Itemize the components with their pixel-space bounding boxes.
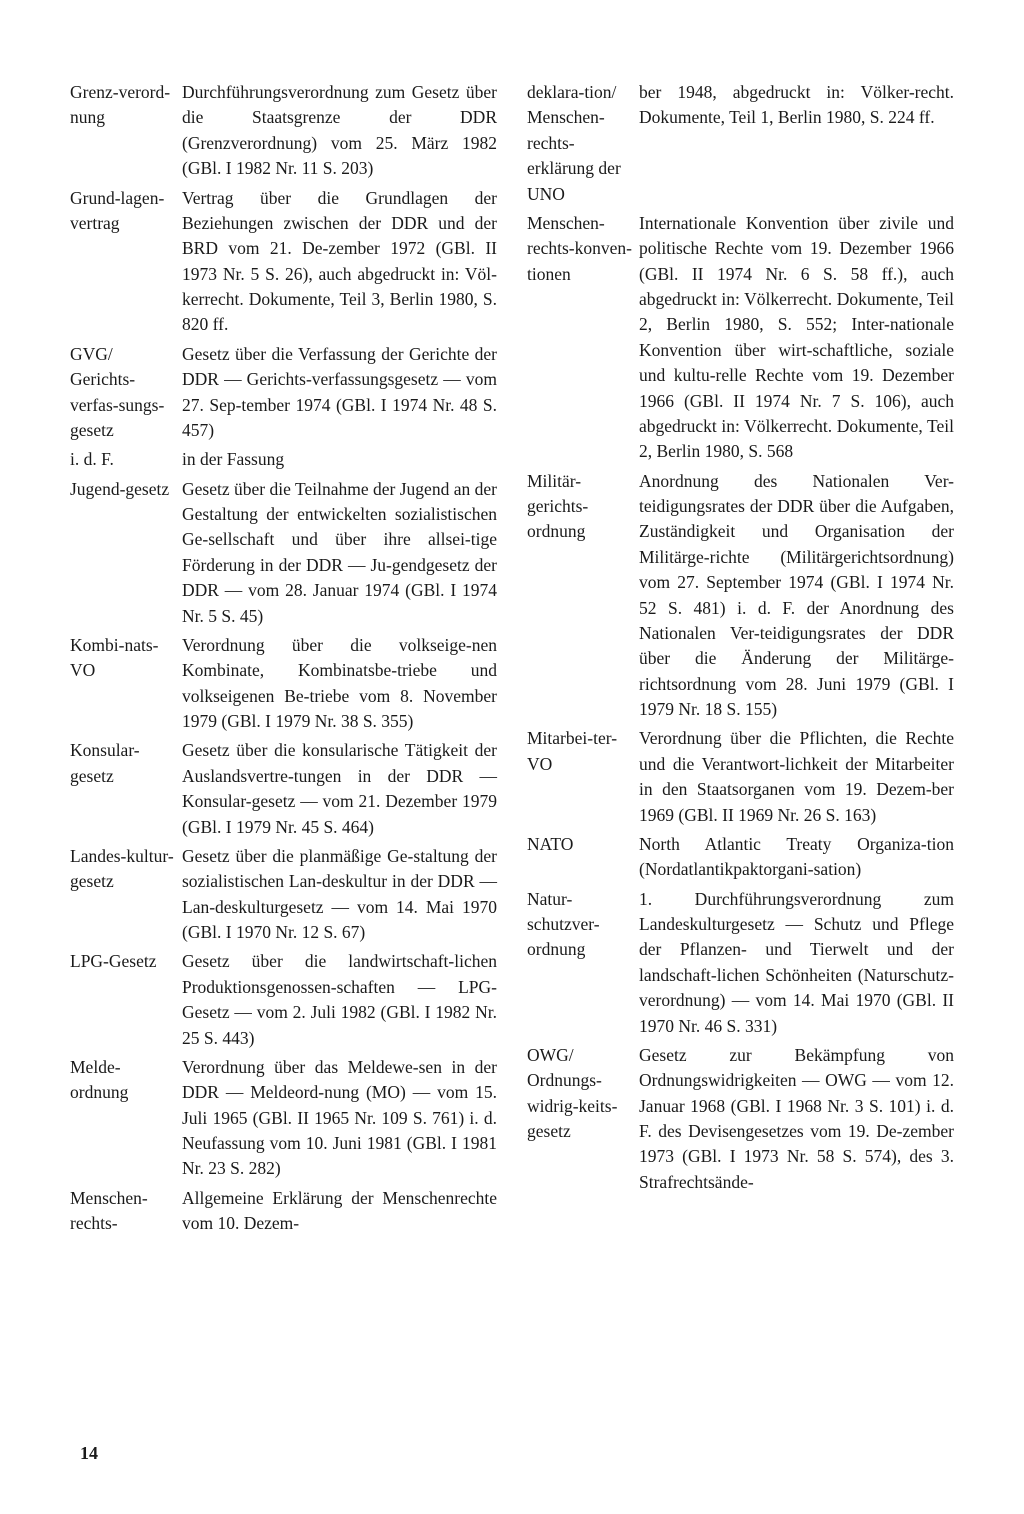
glossary-entry: Konsular-gesetzGesetz über die konsulari… — [70, 738, 497, 840]
term: Grund-lagen-vertrag — [70, 186, 182, 237]
glossary-entry: Melde-ordnungVerordnung über das Meldewe… — [70, 1055, 497, 1182]
glossary-entry: Jugend-gesetzGesetz über die Teilnahme d… — [70, 477, 497, 629]
glossary-entry: Landes-kultur-gesetzGesetz über die plan… — [70, 844, 497, 946]
term: Melde-ordnung — [70, 1055, 182, 1106]
term: Jugend-gesetz — [70, 477, 182, 502]
definition: Gesetz über die Teilnahme der Jugend an … — [182, 477, 497, 629]
definition: in der Fassung — [182, 447, 497, 472]
definition: Gesetz zur Bekämpfung von Ordnungswidrig… — [639, 1043, 954, 1195]
definition: Gesetz über die landwirtschaft-lichen Pr… — [182, 949, 497, 1051]
term: Menschen-rechts- — [70, 1186, 182, 1237]
glossary-entry: NATONorth Atlantic Treaty Organiza-tion … — [527, 832, 954, 883]
term: deklara-tion/ Menschen-rechts-erklärung … — [527, 80, 639, 207]
definition: Vertrag über die Grundlagen der Beziehun… — [182, 186, 497, 338]
page-number: 14 — [80, 1443, 98, 1464]
term: Menschen-rechts-konven-tionen — [527, 211, 639, 287]
term: Natur-schutzver-ordnung — [527, 887, 639, 963]
glossary-entry: OWG/ Ordnungs-widrig-keits-gesetzGesetz … — [527, 1043, 954, 1195]
definition: Verordnung über das Meldewe-sen in der D… — [182, 1055, 497, 1182]
definition: Durchführungsverordnung zum Gesetz über … — [182, 80, 497, 182]
definition: ber 1948, abgedruckt in: Völker-recht. D… — [639, 80, 954, 131]
glossary-entry: Mitarbei-ter-VOVerordnung über die Pflic… — [527, 726, 954, 828]
term: Landes-kultur-gesetz — [70, 844, 182, 895]
right-column: deklara-tion/ Menschen-rechts-erklärung … — [527, 80, 954, 1474]
glossary-entry: Grenz-verord-nungDurchführungsverordnung… — [70, 80, 497, 182]
left-column: Grenz-verord-nungDurchführungsverordnung… — [70, 80, 497, 1474]
definition: Gesetz über die konsularische Tätigkeit … — [182, 738, 497, 840]
glossary-entry: LPG-GesetzGesetz über die landwirtschaft… — [70, 949, 497, 1051]
glossary-entry: Kombi-nats-VOVerordnung über die volksei… — [70, 633, 497, 735]
term: LPG-Gesetz — [70, 949, 182, 974]
glossary-entry: i. d. F.in der Fassung — [70, 447, 497, 472]
glossary-entry: deklara-tion/ Menschen-rechts-erklärung … — [527, 80, 954, 207]
glossary-entry: GVG/ Gerichts-verfas-sungs-gesetzGesetz … — [70, 342, 497, 444]
definition: Internationale Konvention über zivile un… — [639, 211, 954, 465]
term: Kombi-nats-VO — [70, 633, 182, 684]
definition: North Atlantic Treaty Organiza-tion (Nor… — [639, 832, 954, 883]
definition: Verordnung über die Pflichten, die Recht… — [639, 726, 954, 828]
glossary-entry: Menschen-rechts-konven-tionenInternation… — [527, 211, 954, 465]
glossary-entry: Grund-lagen-vertragVertrag über die Grun… — [70, 186, 497, 338]
term: GVG/ Gerichts-verfas-sungs-gesetz — [70, 342, 182, 444]
page-content: Grenz-verord-nungDurchführungsverordnung… — [70, 80, 954, 1474]
definition: 1. Durchführungsverordnung zum Landeskul… — [639, 887, 954, 1039]
definition: Anordnung des Nationalen Ver-teidigungsr… — [639, 469, 954, 723]
term: Konsular-gesetz — [70, 738, 182, 789]
glossary-entry: Menschen-rechts-Allgemeine Erklärung der… — [70, 1186, 497, 1237]
term: NATO — [527, 832, 639, 857]
term: OWG/ Ordnungs-widrig-keits-gesetz — [527, 1043, 639, 1145]
glossary-entry: Militär-gerichts-ordnungAnordnung des Na… — [527, 469, 954, 723]
definition: Allgemeine Erklärung der Menschenrechte … — [182, 1186, 497, 1237]
term: Grenz-verord-nung — [70, 80, 182, 131]
term: Mitarbei-ter-VO — [527, 726, 639, 777]
definition: Verordnung über die volkseige-nen Kombin… — [182, 633, 497, 735]
term: Militär-gerichts-ordnung — [527, 469, 639, 545]
term: i. d. F. — [70, 447, 182, 472]
definition: Gesetz über die planmäßige Ge-staltung d… — [182, 844, 497, 946]
definition: Gesetz über die Verfassung der Gerichte … — [182, 342, 497, 444]
glossary-entry: Natur-schutzver-ordnung1. Durchführungsv… — [527, 887, 954, 1039]
